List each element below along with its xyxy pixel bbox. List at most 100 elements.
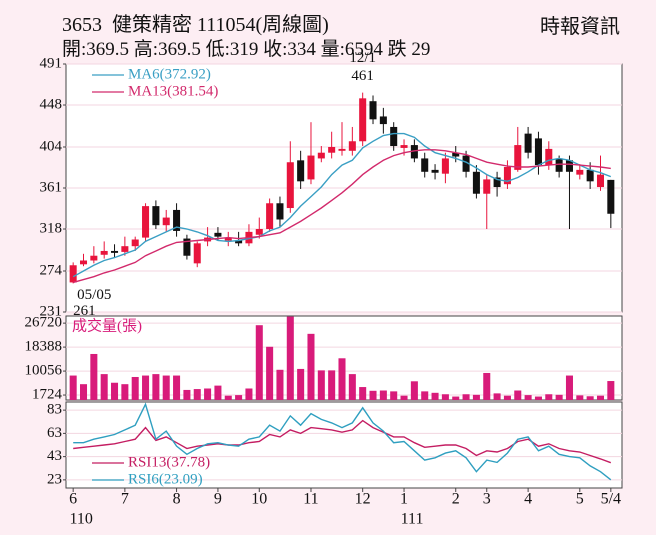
volume-bar	[276, 369, 284, 400]
candle-body	[421, 158, 429, 172]
series-line	[73, 419, 612, 464]
annotation-value: 461	[351, 68, 374, 84]
volume-bar	[441, 394, 449, 400]
candle-body	[545, 148, 553, 166]
x-tick-label: 12	[355, 491, 371, 508]
x-tick-label: 2	[452, 491, 460, 508]
candle-body	[297, 160, 305, 182]
source: 時報資訊	[540, 16, 620, 38]
quote-line: 開:369.5 高:369.5 低:319 收:334 量:6594 跌 29	[62, 34, 430, 61]
series-line	[73, 149, 611, 284]
volume-bar	[421, 391, 429, 400]
candle-body	[576, 169, 584, 175]
volume-bar	[369, 390, 377, 400]
quote-value: 369.5	[158, 39, 201, 60]
series-line	[73, 402, 612, 481]
candle-body	[111, 250, 119, 253]
candle-body	[483, 179, 491, 194]
volume-bar	[390, 391, 398, 400]
volume-bar	[69, 375, 77, 400]
y-tick-label: 1724	[32, 386, 63, 402]
x-tick-label: 8	[173, 491, 181, 508]
volume-bar	[142, 375, 150, 400]
volume-bar	[79, 384, 88, 400]
candle-body	[441, 158, 449, 174]
quote-label: 高:	[133, 39, 159, 60]
legend-label: MA6(372.92)	[128, 66, 211, 82]
candle-body	[193, 243, 201, 264]
volume-bar	[410, 381, 418, 400]
volume-bar	[431, 392, 439, 400]
volume-bar	[565, 375, 573, 400]
volume-bar	[204, 388, 212, 400]
volume-bar	[173, 375, 181, 400]
y-tick-label: 231	[40, 303, 63, 319]
candle-body	[131, 239, 139, 247]
candle-body	[214, 232, 222, 237]
candle-body	[328, 146, 336, 153]
legend-label: RSI6(23.09)	[128, 471, 203, 487]
volume-bar	[286, 316, 294, 400]
x-tick-label: 10	[251, 491, 267, 508]
candle-body	[503, 167, 511, 185]
volume-bar	[462, 394, 470, 400]
volume-bar	[503, 395, 511, 400]
volume-bar	[493, 393, 501, 400]
year-label: 110	[69, 511, 92, 528]
volume-bar	[534, 396, 542, 400]
quote-label: 收:	[263, 39, 288, 60]
x-tick-label: 1	[400, 491, 408, 508]
legend-label: MA13(381.54)	[128, 83, 218, 99]
annotation-date: 05/05	[77, 287, 111, 303]
volume-bar	[307, 333, 315, 400]
candle-body	[142, 206, 150, 238]
candle-body	[162, 217, 170, 226]
candle-body	[514, 145, 522, 170]
y-tick-label: 274	[40, 262, 63, 278]
volume-bar	[193, 389, 201, 400]
x-tick-label: 3	[483, 491, 491, 508]
candle-body	[369, 101, 377, 120]
annotation-value: 261	[73, 303, 96, 319]
series-line	[72, 132, 612, 278]
volume-bar	[483, 372, 491, 400]
volume-bar	[90, 353, 98, 400]
candle-body	[534, 138, 542, 166]
candle-body	[431, 169, 439, 173]
annotation-date: 12/1	[349, 50, 376, 66]
year-label: 111	[401, 511, 424, 528]
candle-body	[317, 152, 325, 159]
candle-body	[359, 98, 367, 142]
volume-bar	[121, 384, 129, 400]
volume-bar	[359, 387, 367, 400]
quote-value: 369.5	[86, 39, 130, 60]
y-tick-label: 43	[47, 448, 62, 464]
header-title: 3653 健策精密 111054(周線圖)	[62, 8, 329, 37]
candle-body	[152, 206, 160, 226]
x-tick-label: 5	[576, 491, 584, 508]
candle-body	[462, 155, 470, 172]
volume-bar	[100, 374, 108, 400]
volume-bar	[338, 358, 346, 400]
candle-body	[224, 237, 232, 241]
stock-code: 3653	[62, 14, 102, 36]
candle-body	[255, 229, 263, 235]
volume-bar	[452, 396, 460, 400]
candle-body	[183, 238, 191, 256]
x-tick-label: 6	[69, 491, 77, 508]
volume-bar	[555, 394, 563, 400]
quote-label: 低:	[205, 39, 230, 60]
quote-value: 6594	[344, 39, 383, 60]
volume-bar	[214, 385, 222, 400]
x-tick-label: 9	[214, 491, 222, 508]
candle-body	[286, 162, 294, 209]
candle-body	[338, 148, 346, 151]
volume-bar	[524, 395, 532, 400]
candle-body	[266, 203, 274, 230]
quote-value: 319	[229, 39, 259, 60]
y-tick-label: 83	[47, 402, 62, 418]
x-tick-label: 7	[121, 491, 129, 508]
x-tick-label: 4	[524, 491, 532, 508]
volume-bar	[183, 389, 191, 400]
quote-label: 開:	[62, 39, 87, 60]
